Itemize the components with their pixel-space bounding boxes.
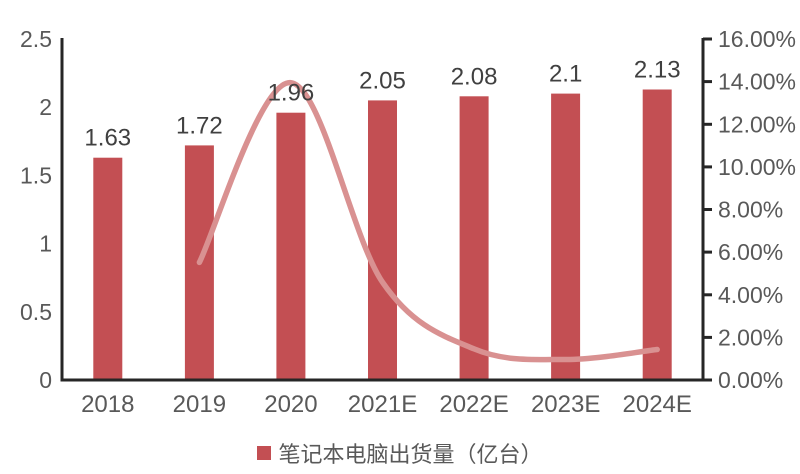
right-axis-label-4.00%: 4.00%	[718, 282, 783, 308]
right-axis-label-0.00%: 0.00%	[718, 367, 783, 393]
legend-swatch-shipments	[257, 446, 272, 460]
right-axis-label-12.00%: 12.00%	[718, 111, 796, 137]
left-axis-label-2.5: 2.5	[20, 26, 52, 52]
right-axis-label-8.00%: 8.00%	[718, 197, 783, 223]
bar-value-label-2020: 1.96	[268, 80, 315, 107]
bar-2022E	[459, 96, 489, 381]
x-axis-label-2019: 2019	[173, 391, 226, 418]
chart-legend: 笔记本电脑出货量（亿台）	[0, 438, 800, 468]
left-axis-label-1.5: 1.5	[20, 162, 52, 188]
x-axis-label-2022E: 2022E	[439, 391, 508, 418]
right-axis-label-2.00%: 2.00%	[718, 324, 783, 350]
growth-rate-line	[196, 79, 660, 363]
left-axis-label-0.5: 0.5	[20, 299, 52, 325]
bar-2023E	[551, 93, 581, 380]
bar-value-label-2022E: 2.08	[451, 63, 498, 90]
right-axis-label-14.00%: 14.00%	[718, 69, 796, 95]
left-axis-label-0: 0	[39, 367, 52, 393]
bar-2021E	[368, 100, 397, 381]
left-axis-label-1: 1	[39, 231, 52, 257]
left-axis-label-2: 2	[39, 94, 52, 120]
bar-value-label-2023E: 2.1	[549, 61, 582, 88]
bar-value-label-2019: 1.72	[176, 112, 223, 139]
right-axis-label-10.00%: 10.00%	[718, 154, 796, 180]
x-axis-label-2020: 2020	[264, 391, 317, 418]
bar-2020	[276, 112, 306, 380]
right-axis-label-6.00%: 6.00%	[718, 239, 783, 265]
bar-value-label-2024E: 2.13	[634, 56, 681, 83]
bar-value-label-2021E: 2.05	[359, 67, 406, 94]
x-axis-label-2021E: 2021E	[348, 391, 417, 418]
bar-value-label-2018: 1.63	[84, 125, 131, 152]
shipments-growth-combo-chart: 2.5 2 1.5 1 0.5 0 16.00% 14.00% 12.00% 10.00% 8.00…	[20, 26, 796, 418]
bar-2024E	[642, 89, 672, 380]
x-axis-label-2018: 2018	[81, 391, 134, 418]
right-axis-label-16.00%: 16.00%	[718, 26, 796, 52]
x-axis-label-2023E: 2023E	[531, 391, 600, 418]
bar-2018	[93, 157, 123, 380]
legend-label-shipments: 笔记本电脑出货量（亿台）	[278, 442, 543, 467]
x-axis-label-2024E: 2024E	[623, 391, 692, 418]
